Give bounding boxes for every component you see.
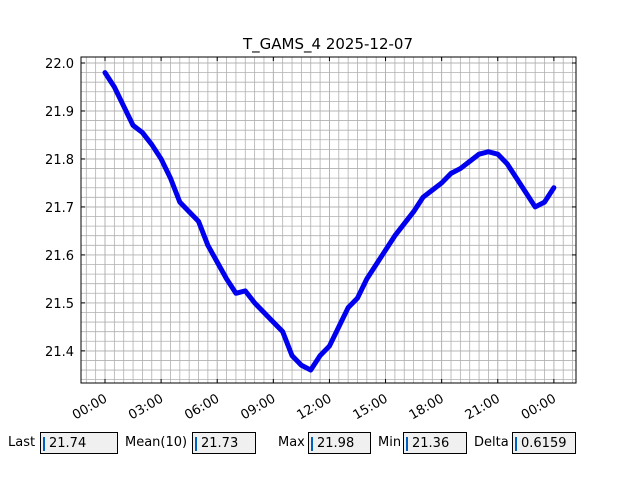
chart-title: T_GAMS_4 2025-12-07 (242, 35, 413, 54)
stat-field[interactable]: 21.36 (403, 432, 467, 454)
plot-frame (80, 56, 577, 384)
stat-label: Delta (474, 435, 509, 450)
chart: T_GAMS_4 2025-12-07 21.4 21.5 21.6 21.7 21.8… (45, 35, 577, 423)
x-tick-label: 06:00 (182, 391, 222, 423)
y-tick-label: 21.9 (45, 105, 74, 120)
stat-label: Mean(10) (125, 435, 188, 450)
x-tick-label: 00:00 (70, 391, 110, 423)
x-tick-label: 03:00 (126, 391, 166, 423)
stat-field[interactable]: 21.98 (308, 432, 371, 454)
x-tick-label: 15:00 (351, 391, 391, 423)
stat-field[interactable]: 0.6159 (512, 432, 576, 454)
y-tick-label: 21.7 (45, 201, 74, 216)
x-tick-label: 00:00 (519, 391, 559, 423)
stat-label: Min (378, 435, 402, 450)
x-tick-label: 21:00 (463, 391, 503, 423)
x-tick-label: 09:00 (238, 391, 278, 423)
y-tick-label: 21.8 (45, 153, 74, 168)
x-tick-label: 18:00 (407, 391, 447, 423)
stat-label: Max (278, 435, 305, 450)
stat-label: Last (8, 435, 36, 450)
y-tick-label: 21.6 (45, 249, 74, 264)
stat-field[interactable]: 21.74 (40, 432, 118, 454)
y-tick-label: 21.5 (45, 297, 74, 312)
data-line (102, 70, 557, 373)
x-tick-label: 12:00 (294, 391, 334, 423)
stat-field[interactable]: 21.73 (192, 432, 256, 454)
y-tick-label: 22.0 (45, 57, 74, 72)
y-tick-label: 21.4 (45, 345, 74, 360)
